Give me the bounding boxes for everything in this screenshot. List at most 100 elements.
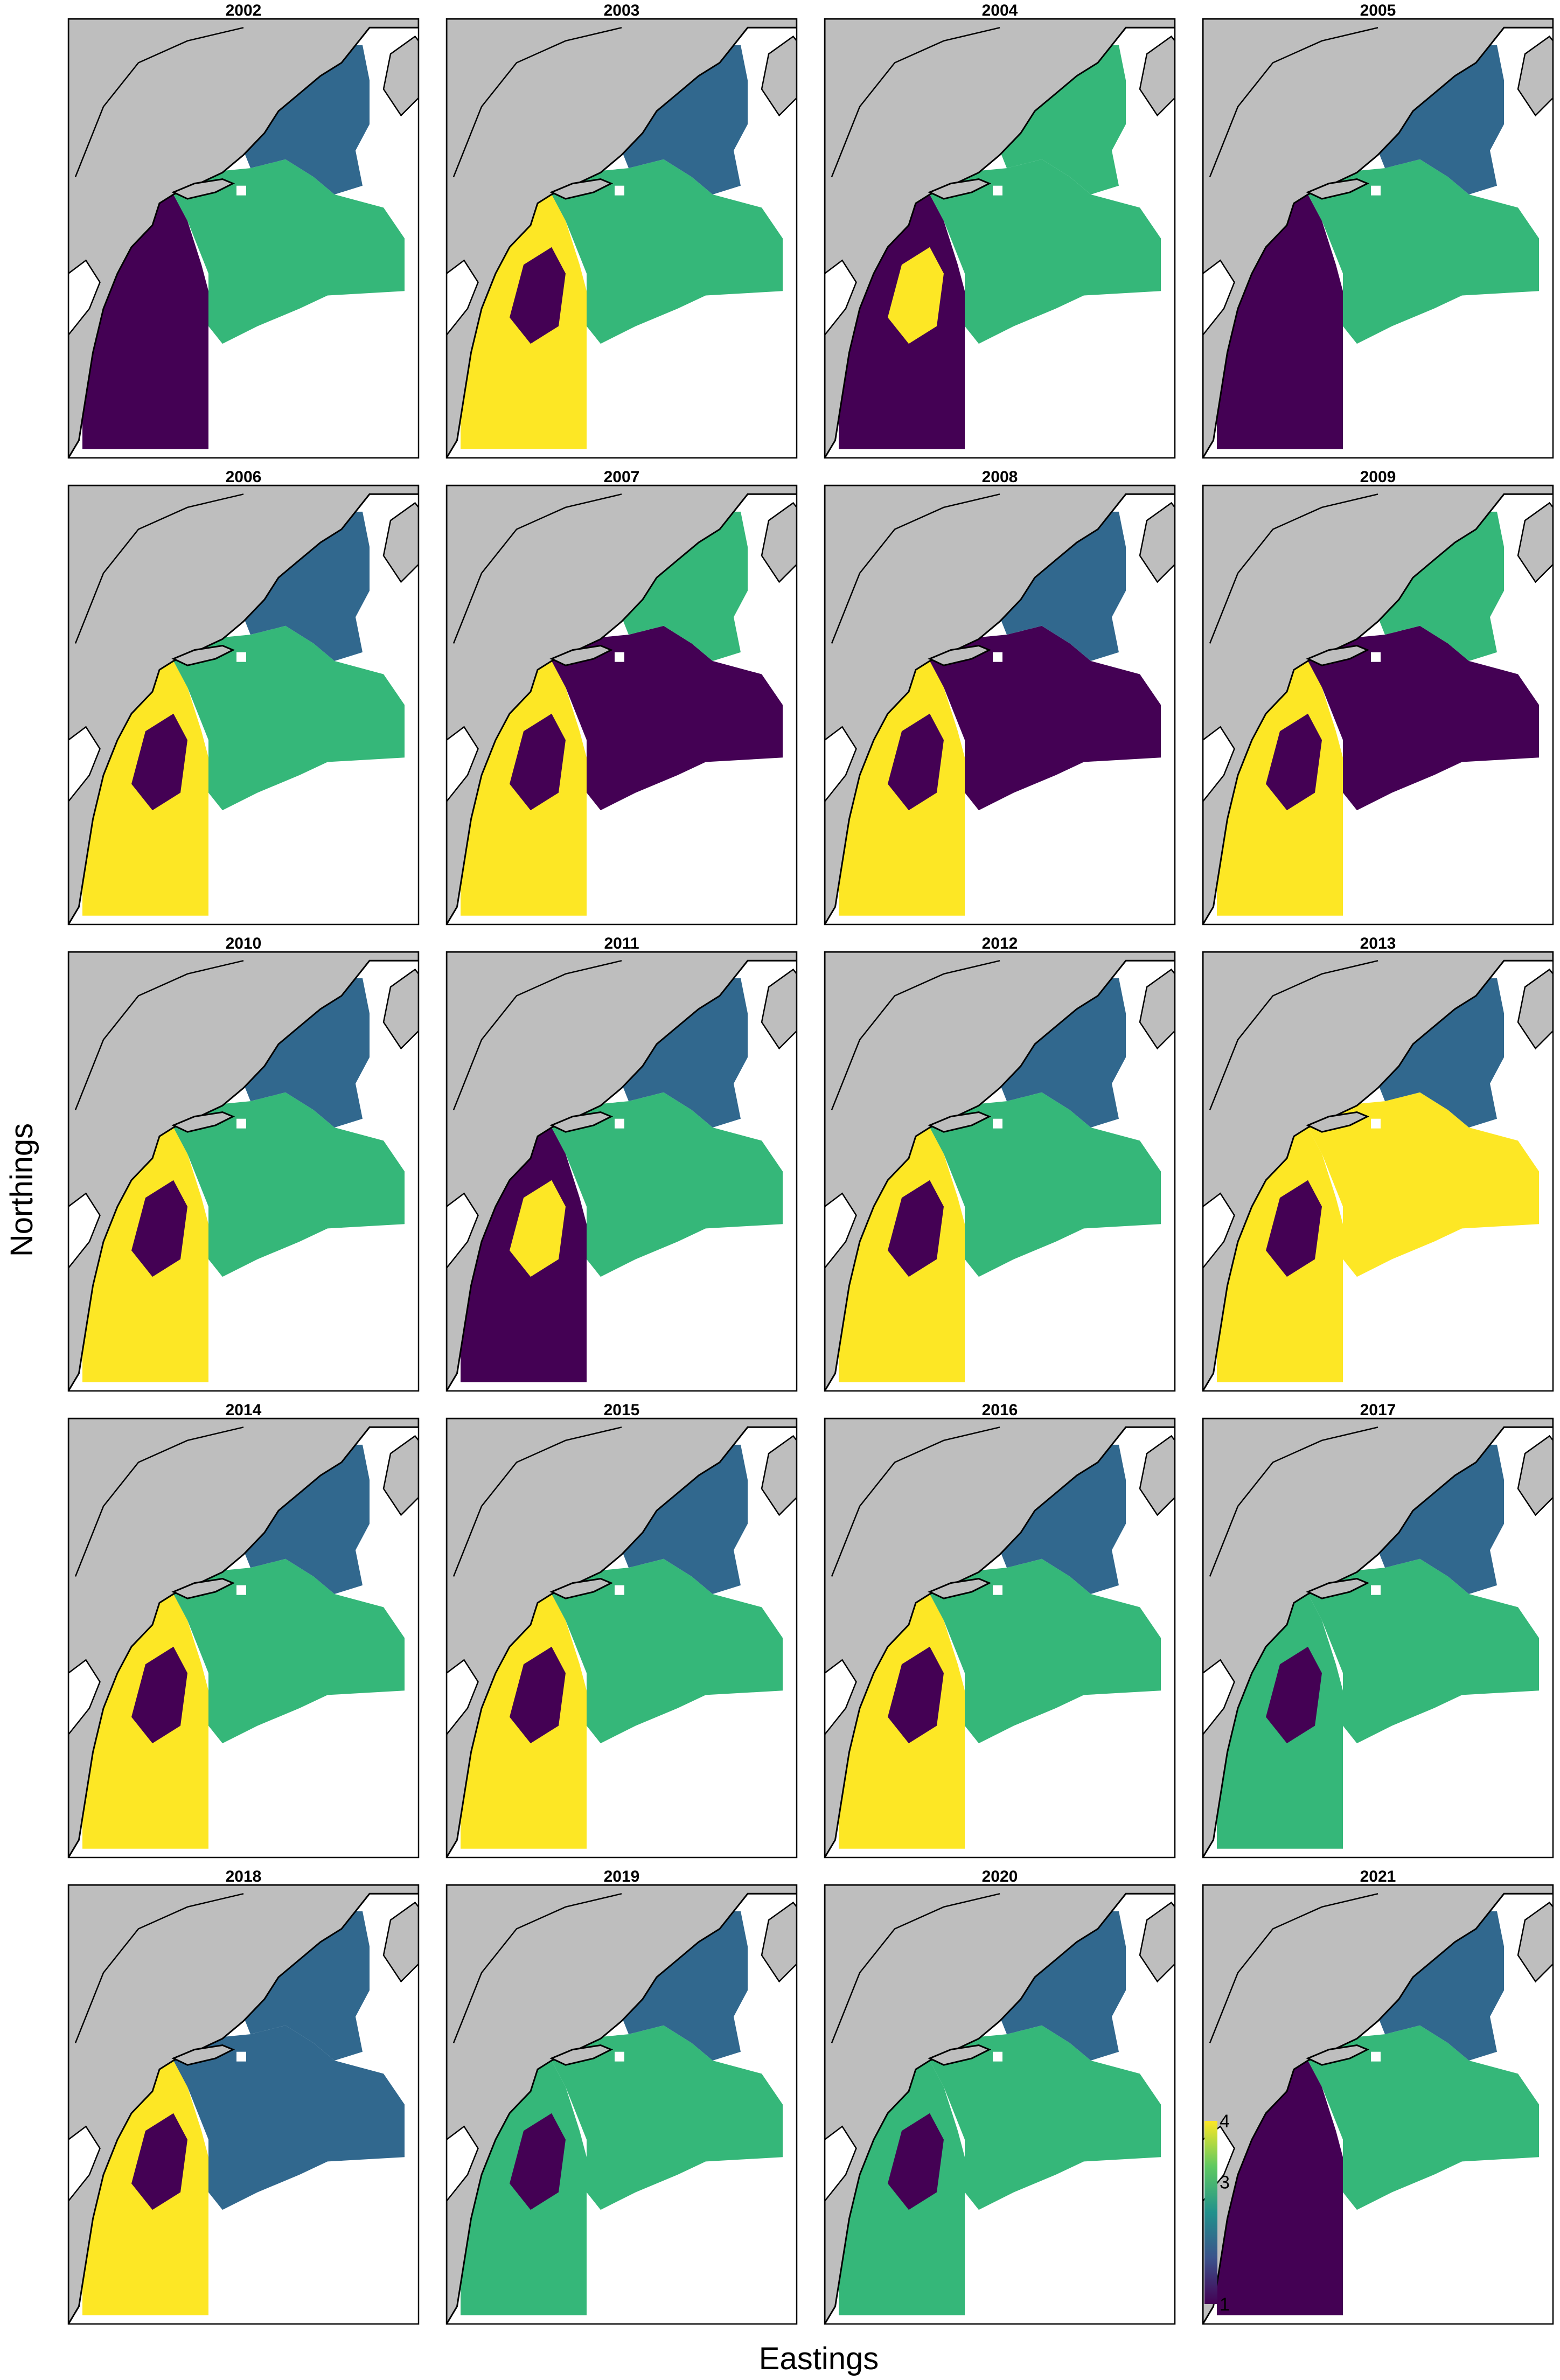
state-border <box>74 1893 244 2043</box>
region-patch <box>888 2113 944 2210</box>
land-mass <box>1203 1885 1553 2324</box>
y-axis-label: Northings <box>4 1123 39 1257</box>
panel-frame <box>1202 484 1554 925</box>
region-central <box>1294 625 1539 811</box>
grid-gap <box>1371 2051 1381 2062</box>
island <box>171 178 235 200</box>
panel-title: 2007 <box>604 468 640 486</box>
coastal-bay <box>825 2125 857 2202</box>
island <box>549 2044 614 2066</box>
grid-gap <box>1371 652 1381 662</box>
region-north <box>1378 1911 1504 2061</box>
panel-frame <box>824 484 1176 925</box>
region-central <box>916 159 1161 344</box>
region-patch <box>1266 1180 1322 1277</box>
island <box>928 644 992 666</box>
map-panel-2015: 2015 <box>445 1401 798 1859</box>
land-mass-east <box>1139 1435 1175 1516</box>
panel-title: 2002 <box>226 2 262 19</box>
land-mass <box>68 485 419 924</box>
land-mass-east <box>382 35 419 117</box>
region-central <box>538 1092 783 1277</box>
panel-frame <box>67 1417 420 1859</box>
map-panel-2017: 2017 <box>1202 1401 1554 1859</box>
island <box>549 1577 614 1599</box>
panel-frame <box>445 18 798 459</box>
x-axis-label: Eastings <box>759 2341 879 2376</box>
grid-gap <box>236 2051 246 2062</box>
region-patch <box>131 2113 187 2210</box>
coastal-bay <box>68 726 101 803</box>
region-central <box>159 625 405 811</box>
region-north <box>1378 978 1504 1128</box>
panel-frame <box>445 951 798 1392</box>
grid-gap <box>1371 1118 1381 1129</box>
coastal-bay <box>447 1192 479 1269</box>
region-central <box>1294 159 1539 344</box>
grid-gap <box>1371 185 1381 196</box>
panel-title: 2003 <box>604 2 640 19</box>
map-panel-2020: 2020 <box>824 1868 1176 2325</box>
region-patch <box>1266 1646 1322 1744</box>
region-north <box>1378 1444 1504 1594</box>
map-panel-2003: 2003 <box>445 2 798 459</box>
coastal-bay <box>1203 1192 1235 1269</box>
land-mass <box>825 1885 1175 2324</box>
coastal-bay <box>825 1659 857 1736</box>
coastal-bay <box>68 1192 101 1269</box>
land-mass-east <box>382 968 419 1050</box>
island <box>1306 644 1370 666</box>
grid-gap <box>993 185 1002 196</box>
region-patch <box>510 247 566 344</box>
region-patch <box>131 1646 187 1744</box>
region-north <box>1378 511 1504 661</box>
land-mass-east <box>382 502 419 583</box>
state-border <box>831 1426 1000 1577</box>
panel-frame <box>824 951 1176 1392</box>
panel-frame <box>445 1417 798 1859</box>
island <box>928 1111 992 1133</box>
island <box>928 1577 992 1599</box>
state-border <box>1209 1426 1378 1577</box>
region-north <box>622 511 748 661</box>
land-mass <box>1203 1418 1553 1857</box>
region-patch <box>131 1180 187 1277</box>
panel-title: 2006 <box>226 468 262 486</box>
region-north <box>1000 1444 1126 1594</box>
panel-title: 2009 <box>1360 468 1396 486</box>
map-panel-2008: 2008 <box>824 468 1176 925</box>
land-mass-east <box>761 35 797 117</box>
map-panel-2018: 2018 <box>67 1868 420 2325</box>
panel-title: 2005 <box>1360 2 1396 19</box>
panel-title: 2004 <box>982 2 1018 19</box>
region-patch <box>888 1646 944 1744</box>
land-mass <box>447 19 797 458</box>
panel-title: 2015 <box>604 1401 640 1419</box>
region-north <box>622 978 748 1128</box>
island <box>1306 2044 1370 2066</box>
map-panel-2013: 2013 <box>1202 935 1554 1392</box>
map-panel-2004: 2004 <box>824 2 1176 459</box>
grid-gap <box>615 652 624 662</box>
region-north <box>243 511 370 661</box>
region-north <box>1000 511 1126 661</box>
state-border <box>452 493 622 644</box>
region-north <box>622 1911 748 2061</box>
panel-title: 2013 <box>1360 935 1396 952</box>
panel-frame <box>445 484 798 925</box>
panel-title: 2010 <box>226 935 262 952</box>
region-central <box>538 625 783 811</box>
colorbar-legend: 1 3 4 <box>1204 2111 1230 2315</box>
state-border <box>74 960 244 1110</box>
island <box>171 644 235 666</box>
panel-frame <box>67 951 420 1392</box>
panel-frame <box>824 1884 1176 2325</box>
state-border <box>452 1426 622 1577</box>
land-mass-east <box>1517 1435 1553 1516</box>
region-central <box>159 2025 405 2210</box>
map-panel-2006: 2006 <box>67 468 420 925</box>
state-border <box>1209 27 1378 177</box>
state-border <box>831 27 1000 177</box>
region-north <box>1000 1911 1126 2061</box>
land-mass-east <box>1517 502 1553 583</box>
